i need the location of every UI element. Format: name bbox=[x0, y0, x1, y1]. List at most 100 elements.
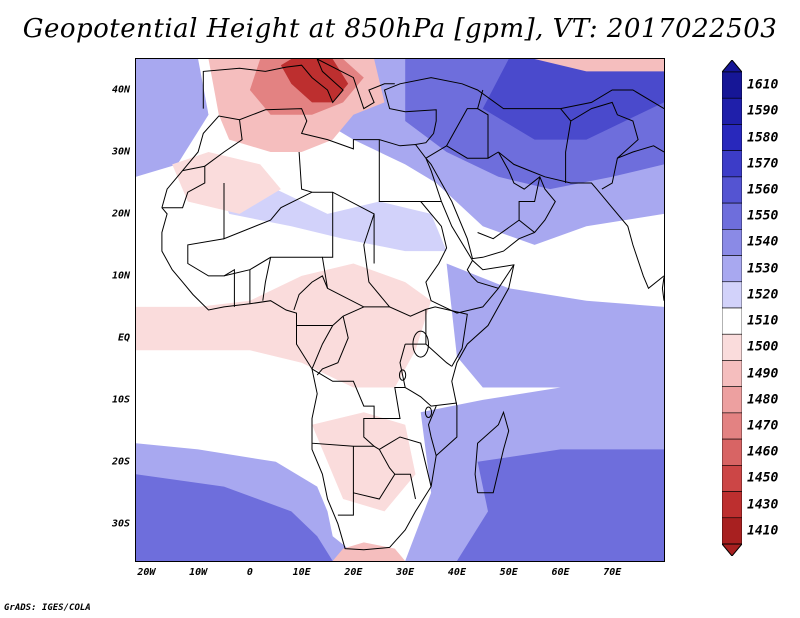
lat-tick-label: 40N bbox=[111, 84, 130, 96]
border-33 bbox=[560, 108, 572, 183]
border-9 bbox=[466, 260, 499, 289]
border-14 bbox=[293, 275, 328, 311]
legend-swatch bbox=[722, 386, 742, 414]
lat-tick-label: 30N bbox=[111, 146, 130, 158]
lake-victoria bbox=[412, 330, 429, 358]
legend-level-label: 1610 bbox=[747, 77, 779, 93]
field-deep-red-core bbox=[280, 59, 349, 103]
field-light-blue-west bbox=[136, 59, 209, 177]
legend-swatch bbox=[722, 97, 742, 125]
legend-swatch bbox=[722, 229, 742, 256]
border-2 bbox=[204, 119, 243, 167]
border-20 bbox=[425, 343, 453, 367]
legend-swatch bbox=[722, 150, 742, 178]
sri-lanka bbox=[661, 277, 664, 301]
lake-tanganyika bbox=[398, 369, 407, 381]
legend-swatch bbox=[722, 517, 742, 545]
border-32 bbox=[477, 219, 520, 240]
lon-tick-label: 60E bbox=[551, 567, 570, 578]
field-pale-red-south bbox=[312, 412, 416, 512]
color-legend-bar bbox=[722, 60, 742, 556]
europe-coastline bbox=[202, 59, 395, 110]
field-pale-red-equator bbox=[136, 263, 432, 388]
legend-level-label: 1590 bbox=[747, 103, 779, 119]
legend-level-label: 1560 bbox=[747, 182, 779, 198]
field-blue-east bbox=[446, 263, 664, 388]
arabia-coastline bbox=[383, 77, 664, 145]
legend-min-arrow bbox=[722, 543, 742, 556]
credit-footer: GrADS: IGES/COLA bbox=[4, 603, 91, 613]
lat-tick-label: 10S bbox=[111, 394, 130, 406]
lat-tick-label: 30S bbox=[111, 518, 130, 530]
legend-level-label: 1530 bbox=[747, 261, 779, 277]
madagascar-coastline bbox=[474, 410, 510, 494]
arabia-south-coast bbox=[425, 151, 664, 290]
coastline-layer bbox=[161, 59, 664, 551]
map-canvas bbox=[136, 59, 664, 561]
legend-level-label: 1470 bbox=[747, 418, 779, 434]
legend-swatch bbox=[722, 255, 742, 283]
border-6 bbox=[321, 192, 468, 367]
lat-tick-label: 10N bbox=[111, 270, 130, 282]
legend-swatch bbox=[722, 124, 742, 151]
lake-malawi bbox=[424, 406, 433, 418]
border-8 bbox=[420, 201, 515, 314]
lon-tick-label: 50E bbox=[499, 567, 518, 578]
border-23 bbox=[363, 418, 375, 447]
legend-level-label: 1460 bbox=[747, 444, 779, 460]
border-15 bbox=[296, 306, 365, 326]
legend-swatch bbox=[722, 360, 742, 387]
border-26 bbox=[378, 449, 396, 475]
legend-level-label: 1480 bbox=[747, 392, 779, 408]
legend-swatch bbox=[722, 412, 742, 440]
legend-level-label: 1540 bbox=[747, 234, 779, 250]
border-30 bbox=[477, 89, 489, 159]
border-13 bbox=[262, 257, 272, 301]
legend-level-label: 1500 bbox=[747, 339, 779, 355]
lon-tick-label: 0 bbox=[246, 567, 253, 578]
field-red-south-tip bbox=[332, 542, 406, 561]
legend-swatch bbox=[722, 438, 742, 466]
field-mid-blue-se bbox=[456, 449, 664, 561]
border-4 bbox=[298, 151, 313, 193]
border-12 bbox=[223, 268, 235, 307]
border-35 bbox=[617, 145, 664, 159]
border-17 bbox=[316, 316, 349, 376]
lon-tick-label: 30E bbox=[396, 567, 415, 578]
legend-level-label: 1430 bbox=[747, 497, 779, 513]
map-plot-area[interactable] bbox=[135, 58, 665, 562]
border-3 bbox=[223, 183, 375, 264]
legend-level-label: 1570 bbox=[747, 156, 779, 172]
legend-level-label: 1510 bbox=[747, 313, 779, 329]
legend-level-label: 1490 bbox=[747, 366, 779, 382]
lon-tick-label: 10E bbox=[292, 567, 311, 578]
border-18 bbox=[399, 343, 457, 407]
field-red-ne-corner bbox=[534, 59, 664, 72]
field-deep-blue-asia bbox=[482, 59, 664, 140]
lon-tick-label: 20W bbox=[137, 567, 156, 578]
lat-tick-label: 20S bbox=[111, 456, 130, 468]
legend-swatch bbox=[722, 202, 742, 230]
border-29 bbox=[446, 108, 478, 147]
border-21 bbox=[311, 368, 406, 419]
africa-coastline bbox=[161, 108, 515, 551]
legend-swatch bbox=[722, 281, 742, 309]
map-title: Geopotential Height at 850hPa [gpm], VT:… bbox=[22, 14, 778, 44]
lon-tick-label: 70E bbox=[603, 567, 622, 578]
border-28 bbox=[425, 145, 499, 159]
legend-max-arrow bbox=[722, 60, 742, 73]
border-7 bbox=[363, 213, 390, 308]
legend-level-label: 1550 bbox=[747, 208, 779, 224]
lat-tick-label: 20N bbox=[111, 208, 130, 220]
legend-swatch bbox=[722, 333, 742, 361]
border-31 bbox=[518, 176, 541, 233]
border-27 bbox=[427, 405, 437, 456]
lon-tick-label: 20E bbox=[344, 567, 363, 578]
legend-swatch bbox=[722, 465, 742, 492]
legend-swatch bbox=[722, 71, 742, 99]
legend-level-label: 1580 bbox=[747, 130, 779, 146]
lat-tick-label: EQ bbox=[117, 332, 130, 344]
legend-level-label: 1520 bbox=[747, 287, 779, 303]
legend-swatch bbox=[722, 491, 742, 519]
legend-level-label: 1450 bbox=[747, 470, 779, 486]
